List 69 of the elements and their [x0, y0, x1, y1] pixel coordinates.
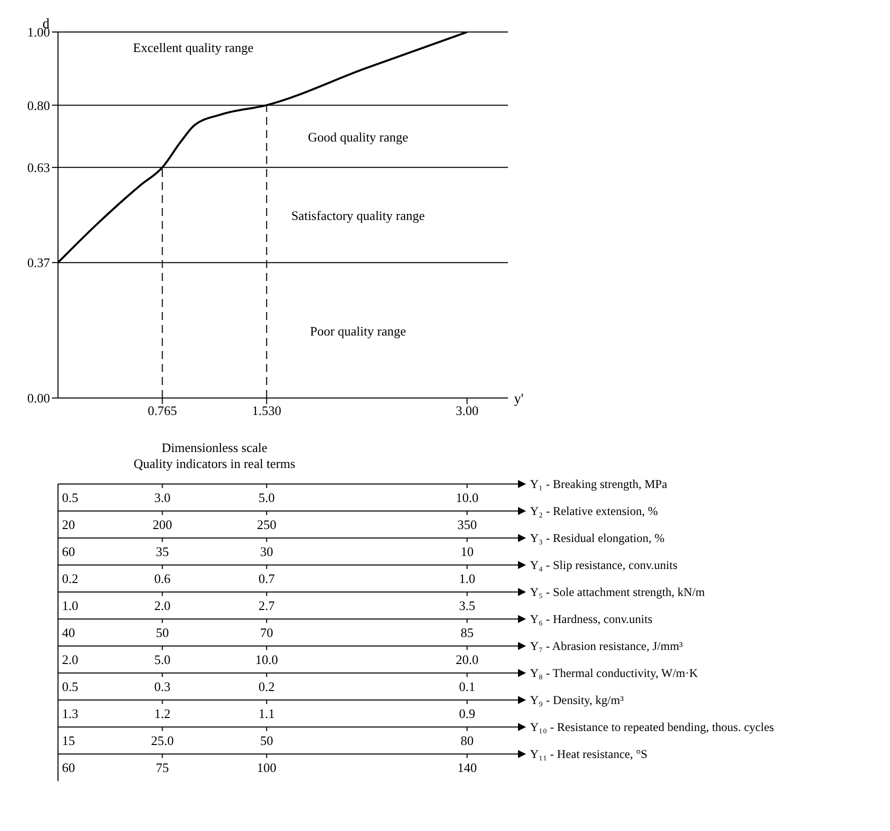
text: 80: [460, 733, 474, 748]
x-axis-title: y': [514, 392, 524, 407]
text: 0.5: [62, 490, 78, 505]
text: 20: [62, 517, 75, 532]
text: Y₃ - Residual elongation, %: [530, 531, 664, 545]
text: 10.0: [456, 490, 478, 505]
text: 1.0: [62, 598, 78, 613]
text: 0.2: [62, 571, 78, 586]
x-tick-label: 0.765: [148, 403, 177, 418]
text: Y₁₁ - Heat resistance, °S: [530, 747, 648, 761]
text: 0.9: [458, 706, 476, 721]
text: 10.0: [255, 652, 278, 667]
y-tick-label: 0.00: [27, 390, 50, 406]
text: 60: [62, 544, 75, 559]
text: 30: [260, 544, 274, 559]
text: 0.6: [154, 571, 171, 586]
text: 0.5: [62, 679, 78, 694]
text: 15: [62, 733, 75, 748]
text: 5.0: [258, 490, 275, 505]
text: 25.0: [150, 733, 174, 748]
text: Y₂ - Relative extension, %: [530, 504, 658, 518]
text: 250: [256, 517, 276, 532]
text: Dimensionless scale: [162, 440, 268, 455]
text: 35: [156, 544, 169, 559]
text: 140: [457, 760, 477, 775]
text: Y₁₀ - Resistance to repeated bending, thous. cycles: [530, 720, 774, 734]
text: 100: [256, 760, 276, 775]
text: 2.0: [62, 652, 78, 667]
text: 200: [152, 517, 172, 532]
text: Quality indicators in real terms: [134, 456, 296, 471]
text: 3.5: [458, 598, 476, 613]
text: 70: [260, 625, 274, 640]
y-tick-label: 0.63: [27, 160, 50, 176]
text: 5.0: [154, 652, 170, 667]
text: 40: [62, 625, 75, 640]
text: 3.0: [154, 490, 170, 505]
text: Y₄ - Slip resistance, conv.units: [530, 558, 678, 572]
annotation: Satisfactory quality range: [291, 208, 426, 223]
text: 0.7: [258, 571, 276, 586]
annotation: Excellent quality range: [133, 40, 254, 55]
text: 50: [260, 733, 274, 748]
y-tick-label: 0.80: [27, 98, 50, 113]
text: 1.2: [154, 706, 170, 721]
text: 10: [460, 544, 474, 559]
text: Y₁ - Breaking strength, MPa: [530, 477, 668, 491]
text: Y₆ - Hardness, conv.units: [530, 612, 653, 626]
text: 1.0: [458, 571, 476, 586]
x-tick-label: 1.530: [252, 403, 282, 418]
text: 85: [460, 625, 474, 640]
text: 0.2: [258, 679, 275, 694]
text: 350: [457, 517, 477, 532]
text: 50: [156, 625, 169, 640]
text: Y₉ - Density, kg/m³: [530, 693, 624, 707]
text: Y₇ - Abrasion resistance, J/mm³: [530, 639, 684, 653]
annotation: Good quality range: [308, 129, 408, 144]
text: 1.1: [258, 706, 275, 721]
text: 0.1: [458, 679, 476, 694]
text: 2.0: [154, 598, 170, 613]
text: 75: [156, 760, 169, 775]
text: Y₅ - Sole attachment strength, kN/m: [530, 585, 706, 599]
y-tick-label: 0.37: [27, 255, 50, 270]
text: 2.7: [258, 598, 276, 613]
text: Y₈ - Thermal conductivity, W/m·K: [530, 666, 698, 680]
text: 0.3: [154, 679, 170, 694]
text: 60: [62, 760, 75, 775]
annotation: Poor quality range: [310, 323, 406, 338]
text: 1.3: [62, 706, 78, 721]
x-tick-label: 3.00: [456, 403, 478, 418]
text: 20.0: [456, 652, 478, 667]
